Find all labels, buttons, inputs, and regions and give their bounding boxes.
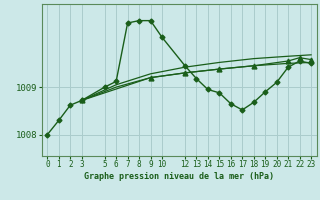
X-axis label: Graphe pression niveau de la mer (hPa): Graphe pression niveau de la mer (hPa) — [84, 172, 274, 181]
